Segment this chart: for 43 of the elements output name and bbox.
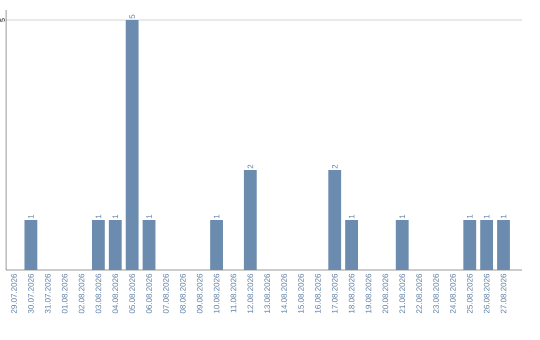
data-label: 2 xyxy=(248,164,254,168)
x-tick-label: 10.08.2026 xyxy=(214,274,220,313)
data-label: 2 xyxy=(332,164,338,168)
x-tick-label: 27.08.2026 xyxy=(500,274,506,314)
x-tick-label: 29.07.2026 xyxy=(11,274,17,314)
data-label: 1 xyxy=(146,214,152,218)
x-tick-label: 19.08.2026 xyxy=(366,274,372,313)
x-tick-label: 06.08.2026 xyxy=(146,274,152,314)
x-tick-label: 25.08.2026 xyxy=(466,274,473,314)
x-tick-label: 14.08.2026 xyxy=(281,274,287,313)
x-tick-label: 13.08.2026 xyxy=(264,274,270,313)
x-tick-label: 16.08.2026 xyxy=(315,274,321,313)
data-label: 5 xyxy=(129,14,135,18)
x-tick-label: 17.08.2026 xyxy=(332,274,338,313)
x-tick-label: 26.08.2026 xyxy=(484,274,490,314)
x-tick-label: 01.08.2026 xyxy=(62,274,68,314)
data-label: 1 xyxy=(466,214,472,218)
x-tick-label: 02.08.2026 xyxy=(78,274,84,314)
data-label: 1 xyxy=(399,214,405,218)
x-tick-label: 23.08.2026 xyxy=(433,274,439,314)
x-tick-label: 21.08.2026 xyxy=(399,274,406,314)
x-tick-label: 03.08.2026 xyxy=(96,274,102,314)
x-tick-label: 08.08.2026 xyxy=(180,274,186,314)
x-tick-label: 24.08.2026 xyxy=(450,274,456,314)
data-label: 1 xyxy=(28,214,34,218)
x-tick-label: 12.08.2026 xyxy=(247,274,254,313)
x-tick-label: 20.08.2026 xyxy=(382,274,388,314)
x-tick-label: 31.07.2026 xyxy=(44,274,51,314)
x-tick-label: 09.08.2026 xyxy=(196,274,203,314)
x-tick-label: 22.08.2026 xyxy=(416,274,422,314)
x-tick-label: 30.07.2026 xyxy=(28,274,34,314)
x-tick-label: 07.08.2026 xyxy=(163,274,169,314)
data-label: 1 xyxy=(348,214,354,218)
data-label: 1 xyxy=(96,214,102,218)
x-tick-label: 04.08.2026 xyxy=(112,274,118,314)
data-label: 1 xyxy=(214,214,220,218)
data-label: 1 xyxy=(112,214,118,218)
x-tick-label: 05.08.2026 xyxy=(129,274,135,314)
data-label: 1 xyxy=(484,214,490,218)
x-tick-label: 15.08.2026 xyxy=(298,274,304,313)
x-tick-label: 18.08.2026 xyxy=(348,274,354,313)
x-tick-label: 11.08.2026 xyxy=(230,274,236,312)
data-label: 1 xyxy=(500,214,506,218)
